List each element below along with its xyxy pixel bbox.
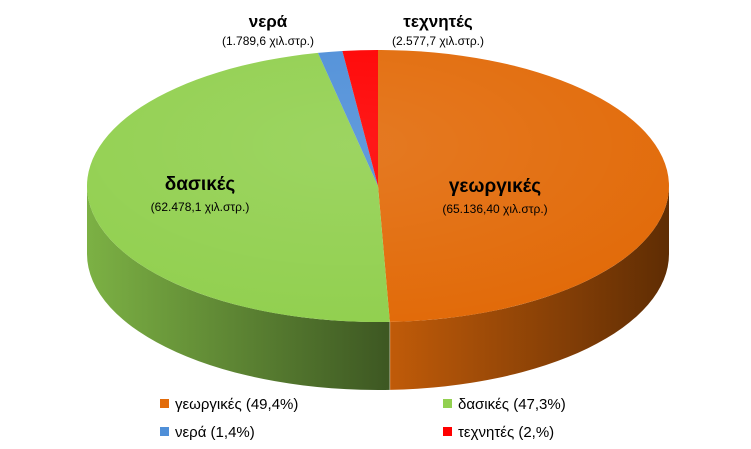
slice-label-nera-value: (1.789,6 χιλ.στρ.) <box>222 34 314 48</box>
legend-item-dasikes: δασικές (47,3%) <box>443 396 566 413</box>
slice-label-technites-name: τεχνητές <box>403 12 473 31</box>
slice-label-georgikes: γεωργικές (65.136,40 χιλ.στρ.) <box>415 176 575 216</box>
legend-label-dasikes: δασικές (47,3%) <box>458 396 566 413</box>
pie-side-georgikes <box>389 186 669 390</box>
pie-top-highlight <box>87 50 669 322</box>
slice-label-dasikes: δασικές (62.478,1 χιλ.στρ.) <box>120 174 280 214</box>
legend-swatch-georgikes <box>160 399 169 408</box>
legend-label-nera: νερά (1,4%) <box>175 424 255 441</box>
slice-label-dasikes-value: (62.478,1 χιλ.στρ.) <box>150 200 250 214</box>
slice-label-georgikes-value: (65.136,40 χιλ.στρ.) <box>442 202 548 216</box>
slice-label-georgikes-name: γεωργικές <box>448 176 542 197</box>
legend-swatch-technites <box>443 427 452 436</box>
slice-label-nera: νερά (1.789,6 χιλ.στρ.) <box>198 12 338 48</box>
pie-side-dasikes <box>87 186 390 391</box>
legend-swatch-dasikes <box>443 399 452 408</box>
legend-swatch-nera <box>160 427 169 436</box>
legend-label-technites: τεχνητές (2,%) <box>458 424 555 441</box>
legend-item-technites: τεχνητές (2,%) <box>443 424 554 441</box>
legend-item-nera: νερά (1,4%) <box>160 424 255 441</box>
legend-item-georgikes: γεωργικές (49,4%) <box>160 396 298 413</box>
slice-label-nera-name: νερά <box>248 12 288 31</box>
slice-label-dasikes-name: δασικές <box>164 174 236 195</box>
slice-label-technites: τεχνητές (2.577,7 χιλ.στρ.) <box>368 12 508 48</box>
legend-label-georgikes: γεωργικές (49,4%) <box>175 396 299 413</box>
slice-label-technites-value: (2.577,7 χιλ.στρ.) <box>392 34 484 48</box>
